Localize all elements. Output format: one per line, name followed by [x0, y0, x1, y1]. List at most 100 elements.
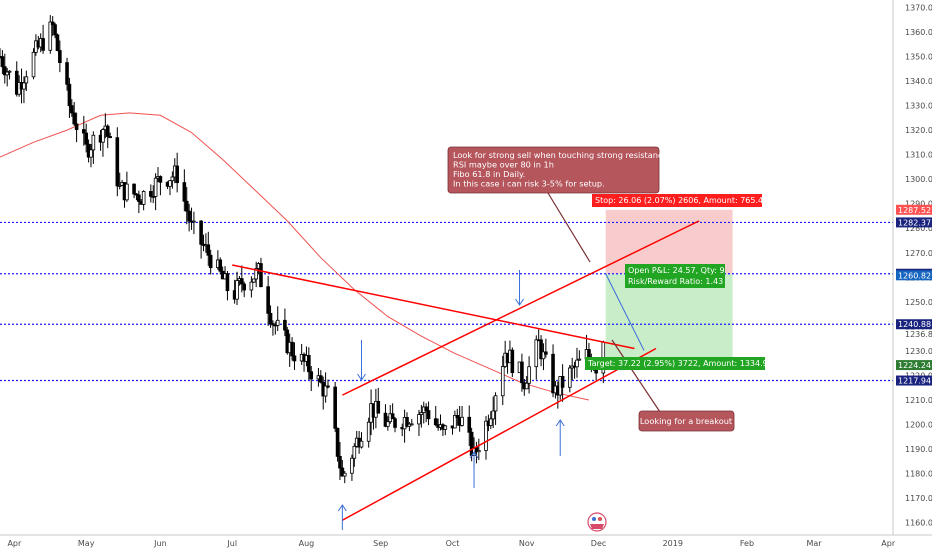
target-zone — [605, 273, 733, 366]
candlestick — [70, 99, 74, 117]
candlestick — [551, 344, 555, 398]
candlestick — [151, 185, 156, 204]
candle-body — [115, 137, 120, 187]
note-line: Look for strong sell when touching stron… — [453, 150, 675, 160]
candle-body — [393, 418, 397, 428]
axes — [0, 0, 932, 536]
candlestick — [419, 404, 424, 428]
trendline[interactable] — [341, 347, 657, 521]
candlestick — [319, 370, 323, 384]
price-flag-bg — [896, 319, 932, 330]
pnl-label[interactable]: Open P&L: 24.57, Qty: 9 Risk/Reward Ratio… — [625, 264, 725, 288]
time-tick-label: Dec — [591, 539, 606, 548]
candlestick — [89, 144, 93, 168]
candle-body — [70, 105, 74, 114]
candle-body — [192, 220, 196, 223]
candlestick — [544, 338, 548, 358]
candle-body — [259, 263, 263, 288]
candlestick — [541, 343, 546, 371]
candlestick — [455, 408, 460, 426]
candle-body — [101, 129, 105, 143]
candlestick — [101, 128, 105, 157]
candle-body — [175, 165, 179, 184]
candlestick — [307, 347, 311, 381]
candle-body — [67, 83, 72, 107]
candlestick — [117, 172, 122, 190]
candle-body — [352, 445, 357, 459]
candle-body — [158, 176, 163, 183]
candle-body — [240, 278, 244, 285]
note-line: In this case i can risk 3-5% for setup. — [453, 179, 605, 189]
candle-body — [335, 427, 340, 457]
candle-body — [65, 62, 69, 85]
time-axis-labels[interactable]: Apr May Jun Jul Aug Sep Oct Nov Dec 2019 Feb Mar Apr — [7, 539, 895, 548]
candle-body — [544, 351, 548, 355]
candlestick — [534, 335, 539, 380]
candle-body — [72, 112, 77, 125]
pnl-label-text: Risk/Reward Ratio: 1.43 — [628, 277, 723, 286]
candlestick — [218, 257, 223, 275]
arrow-head — [555, 419, 565, 427]
candlestick — [58, 40, 62, 73]
candle-body — [383, 412, 388, 427]
candlestick — [91, 131, 96, 164]
candlestick — [359, 432, 364, 449]
candle-body — [510, 349, 515, 374]
candle-body — [31, 51, 36, 78]
trendline[interactable] — [342, 220, 700, 396]
candlestick — [134, 193, 139, 201]
candlestick — [67, 77, 72, 118]
candle-body — [493, 395, 498, 412]
price-tick-label: 1180.00 — [905, 470, 932, 479]
price-tick-label: 1160.00 — [905, 519, 932, 528]
stop-label[interactable]: Stop: 26.06 (2.07%) 2606, Amount: 765.46 — [592, 194, 768, 207]
arrow-up-icon — [469, 451, 479, 488]
candle-body — [488, 418, 493, 426]
candle-body — [141, 191, 146, 205]
candle-body — [433, 418, 438, 426]
candlestick — [433, 405, 438, 427]
price-axis-labels[interactable]: 1160.00 1170.00 1180.00 1190.00 1200.00 1210.… — [905, 3, 932, 527]
candlestick — [333, 382, 337, 432]
pnl-label-text: Open P&L: 24.57, Qty: 9 — [628, 266, 725, 275]
candlestick — [84, 123, 88, 153]
candle-body — [453, 414, 457, 429]
breakout-note[interactable]: Looking for a breakout — [611, 339, 735, 432]
trendline[interactable] — [232, 264, 635, 350]
candlestick — [168, 180, 172, 196]
arrow-head — [515, 298, 524, 306]
candlestick — [460, 405, 464, 427]
last-price-label: 1236.89 — [905, 330, 932, 339]
candle-body — [208, 254, 213, 268]
position-labels[interactable]: Stop: 26.06 (2.07%) 2606, Amount: 765.46… — [585, 194, 773, 370]
price-tick-label: 1340.00 — [905, 77, 932, 86]
strategy-note[interactable]: Look for strong sell when touching stron… — [447, 146, 675, 263]
price-flag-text: 1282.37 — [898, 218, 931, 227]
candle-body — [443, 425, 448, 430]
candle-body — [500, 366, 505, 397]
candle-body — [242, 283, 246, 291]
candlestick — [323, 372, 328, 403]
target-label[interactable]: Target: 37.22 (2.95%) 3722, Amount: 1334… — [585, 357, 773, 370]
candlestick — [5, 67, 9, 87]
candle-body — [81, 129, 86, 134]
time-tick-label: Nov — [519, 539, 535, 548]
price-tick-label: 1210.00 — [905, 396, 932, 405]
price-tick-label: 1360.00 — [905, 28, 932, 37]
candle-body — [0, 56, 5, 68]
candle-body — [386, 421, 390, 427]
price-flag: 1282.37 — [896, 217, 932, 228]
candlestick — [2, 53, 7, 84]
text-annotations[interactable]: Look for strong sell when touching stron… — [447, 146, 735, 432]
candlestick — [24, 70, 29, 92]
candle-body — [91, 134, 96, 151]
candle-body — [366, 421, 371, 442]
candle-body — [575, 359, 579, 368]
price-flag: 1217.94 — [896, 375, 932, 386]
price-flag-text: 1217.94 — [898, 377, 931, 386]
candlestick — [206, 231, 211, 266]
candlestick — [187, 203, 191, 232]
trendlines[interactable] — [232, 220, 700, 521]
price-tick-label: 1230.00 — [905, 347, 932, 356]
